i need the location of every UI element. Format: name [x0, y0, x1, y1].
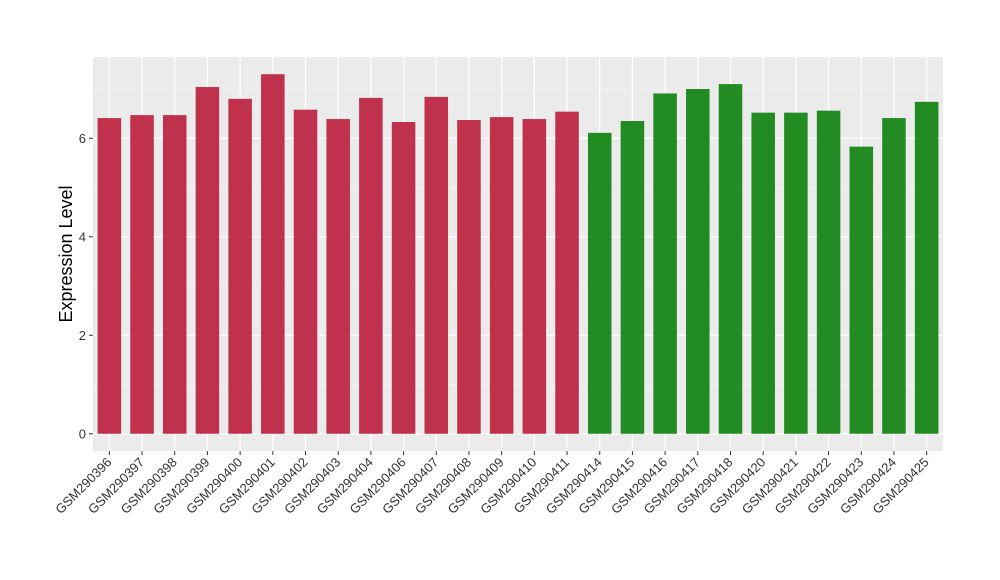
bar-GSM290421	[784, 112, 808, 434]
bar-GSM290397	[130, 115, 154, 434]
y-tick-label: 6	[79, 131, 86, 146]
bar-GSM290423	[849, 146, 874, 434]
bar-GSM290407	[424, 96, 449, 434]
bar-GSM290409	[489, 117, 514, 434]
bar-GSM290402	[293, 109, 318, 434]
bar-GSM290417	[686, 89, 710, 434]
x-axis: GSM290396GSM290397GSM290398GSM290399GSM2…	[52, 451, 932, 517]
y-tick-label: 2	[79, 328, 86, 343]
bars	[97, 74, 939, 434]
bar-GSM290422	[816, 110, 841, 434]
bar-GSM290399	[195, 87, 220, 434]
bar-GSM290414	[587, 132, 612, 434]
bar-GSM290408	[457, 120, 481, 434]
bar-GSM290416	[653, 93, 677, 434]
plot-panel	[93, 57, 943, 451]
y-axis: 0 2 4 6	[79, 131, 93, 441]
bar-GSM290403	[326, 119, 350, 434]
bar-GSM290425	[914, 101, 939, 434]
bar-GSM290424	[882, 118, 906, 434]
bar-GSM290418	[718, 84, 743, 434]
y-tick-label: 0	[79, 426, 86, 441]
bar-GSM290404	[359, 97, 383, 434]
bar-GSM290406	[391, 122, 416, 434]
bar-GSM290410	[522, 119, 547, 434]
y-axis-title: Expression Level	[56, 185, 76, 322]
bar-GSM290420	[751, 112, 775, 434]
y-tick-label: 4	[79, 229, 86, 244]
bar-GSM290400	[228, 98, 252, 434]
bar-GSM290411	[555, 111, 579, 434]
bar-GSM290396	[97, 118, 122, 434]
bar-GSM290415	[620, 121, 645, 434]
bar-GSM290398	[162, 115, 187, 434]
bar-GSM290401	[261, 74, 285, 434]
